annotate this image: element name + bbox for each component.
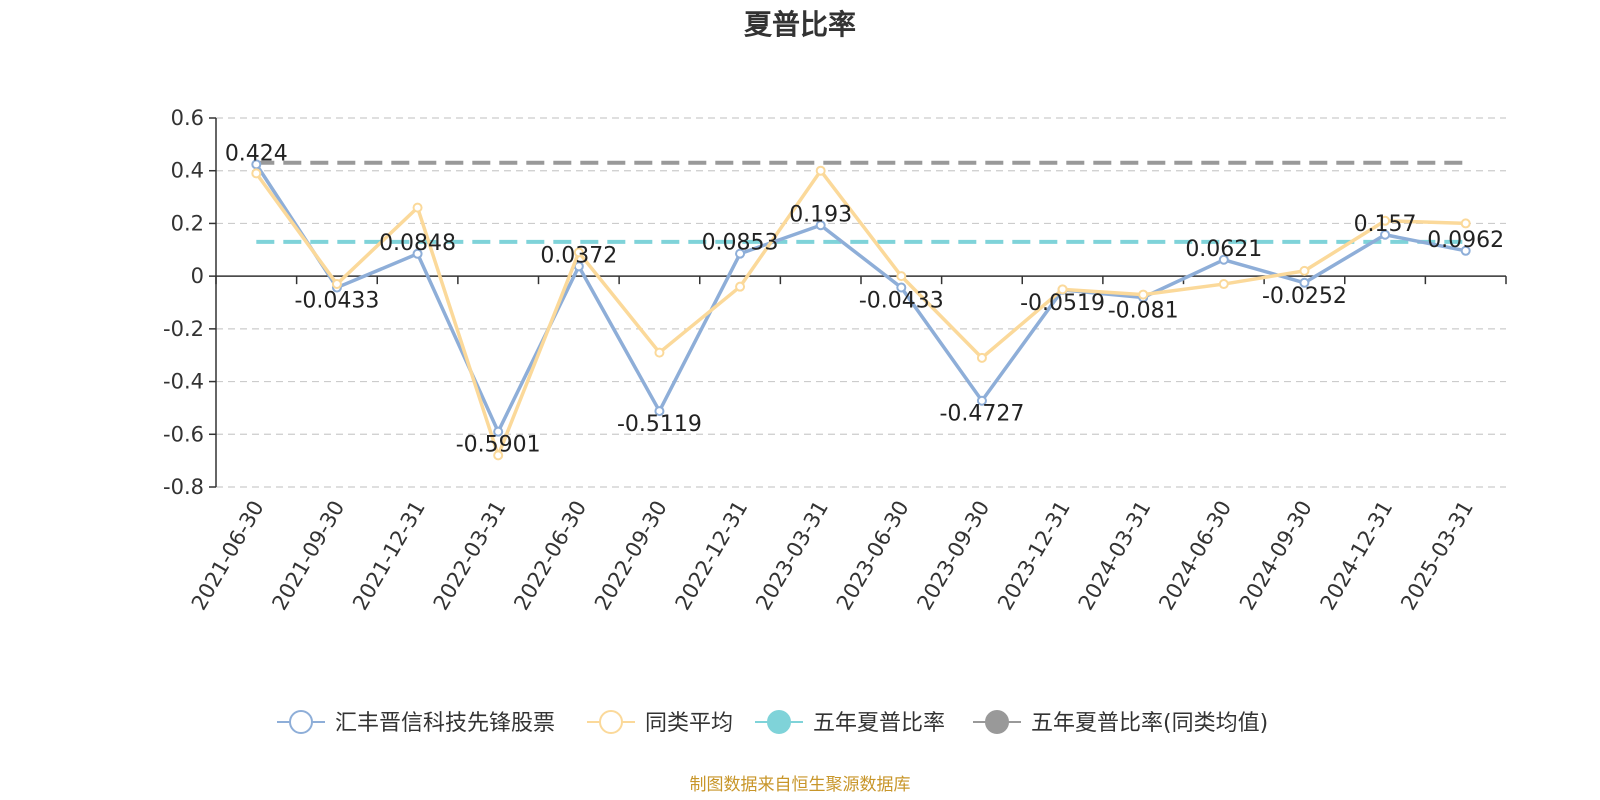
x-tick-label: 2024-06-30 xyxy=(1154,497,1236,615)
reference-lines xyxy=(256,160,1466,244)
legend-item: 同类平均 xyxy=(587,710,733,736)
data-label: 0.0962 xyxy=(1427,228,1504,253)
legend: 汇丰晋信科技先锋股票 同类平均 五年夏普比率 五年夏普比率(同类均值) xyxy=(277,710,1268,736)
y-tick-label: 0.4 xyxy=(171,159,204,183)
x-tick-label: 2023-06-30 xyxy=(832,497,914,615)
data-point xyxy=(493,450,504,461)
data-point xyxy=(412,248,423,259)
legend-item: 五年夏普比率(同类均值) xyxy=(973,710,1268,736)
data-point xyxy=(1138,289,1149,300)
x-tick-label: 2022-03-31 xyxy=(429,497,511,615)
data-point xyxy=(815,165,826,176)
data-point xyxy=(1218,279,1229,290)
source-note: 制图数据来自恒生聚源数据库 xyxy=(690,775,911,795)
data-point xyxy=(654,347,665,358)
x-tick-label: 2022-09-30 xyxy=(590,497,672,615)
legend-label: 同类平均 xyxy=(645,711,733,736)
data-point xyxy=(896,271,907,282)
data-point xyxy=(412,202,423,213)
x-tick-label: 2021-06-30 xyxy=(187,497,269,615)
data-label: 0.0372 xyxy=(540,243,617,268)
y-tick-label: 0.6 xyxy=(171,106,204,130)
data-label: -0.0433 xyxy=(859,289,944,314)
data-label: 0.193 xyxy=(789,202,852,227)
y-axis: 0.6 0.4 0.2 0 -0.2 -0.4 -0.6 -0.8 xyxy=(163,106,217,499)
data-label: 0.0621 xyxy=(1185,237,1262,262)
data-label: -0.4727 xyxy=(939,402,1024,427)
series-line xyxy=(254,163,1467,434)
x-axis: 2021-06-302021-09-302021-12-312022-03-31… xyxy=(187,275,1507,615)
legend-label: 汇丰晋信科技先锋股票 xyxy=(335,711,555,736)
legend-marker xyxy=(985,710,1009,734)
data-label: 0.157 xyxy=(1354,212,1417,237)
x-tick-label: 2021-12-31 xyxy=(348,497,430,615)
data-point xyxy=(573,247,584,258)
data-label: -0.0433 xyxy=(294,289,379,314)
legend-label: 五年夏普比率 xyxy=(813,711,945,736)
data-point xyxy=(1380,229,1391,240)
legend-label: 五年夏普比率(同类均值) xyxy=(1031,711,1268,736)
x-tick-label: 2024-12-31 xyxy=(1316,497,1398,615)
data-point xyxy=(251,168,262,179)
y-tick-label: -0.2 xyxy=(163,317,204,341)
data-point xyxy=(1057,284,1068,295)
data-label: 0.424 xyxy=(225,141,288,166)
legend-marker xyxy=(289,710,313,734)
data-point xyxy=(1218,254,1229,265)
data-point xyxy=(493,426,504,437)
data-point xyxy=(735,281,746,292)
data-label: -0.0519 xyxy=(1020,291,1105,316)
x-tick-label: 2024-09-30 xyxy=(1235,497,1317,615)
data-point xyxy=(1299,277,1310,288)
data-label: -0.5119 xyxy=(617,412,702,437)
data-point xyxy=(976,395,987,406)
grid-lines xyxy=(216,117,1506,488)
x-tick-label: 2023-09-30 xyxy=(912,497,994,615)
y-tick-label: -0.4 xyxy=(163,370,204,394)
data-point xyxy=(815,220,826,231)
data-point xyxy=(976,352,987,363)
data-point xyxy=(896,282,907,293)
y-tick-label: 0 xyxy=(191,264,204,288)
x-tick-label: 2021-09-30 xyxy=(267,497,349,615)
x-tick-label: 2024-03-31 xyxy=(1074,497,1156,615)
data-point xyxy=(331,279,342,290)
data-label: 0.0848 xyxy=(379,231,456,256)
data-label: -0.0252 xyxy=(1262,284,1347,309)
legend-marker xyxy=(767,710,791,734)
chart-title: 夏普比率 xyxy=(744,8,856,41)
y-tick-label: 0.2 xyxy=(171,211,204,235)
legend-marker xyxy=(599,710,623,734)
y-tick-label: -0.8 xyxy=(163,475,204,499)
data-point xyxy=(735,248,746,259)
x-tick-label: 2022-12-31 xyxy=(671,497,753,615)
legend-item: 五年夏普比率 xyxy=(755,710,945,736)
data-point xyxy=(1299,265,1310,276)
data-point xyxy=(1380,215,1391,226)
x-tick-label: 2023-12-31 xyxy=(993,497,1075,615)
data-label: -0.5901 xyxy=(456,433,541,458)
data-labels: 0.424 -0.0433 0.0848 -0.5901 0.0372 -0.5119 0.… xyxy=(225,141,1504,457)
y-tick-label: -0.6 xyxy=(163,422,204,446)
data-point xyxy=(1460,218,1471,229)
data-point xyxy=(654,406,665,417)
data-label: -0.081 xyxy=(1108,298,1179,323)
x-tick-label: 2025-03-31 xyxy=(1396,497,1478,615)
legend-item: 汇丰晋信科技先锋股票 xyxy=(277,710,555,736)
x-tick-label: 2022-06-30 xyxy=(509,497,591,615)
series-line xyxy=(254,168,1466,458)
data-point xyxy=(1460,245,1471,256)
series-group xyxy=(251,159,1471,461)
data-label: 0.0853 xyxy=(702,231,779,256)
x-tick-label: 2023-03-31 xyxy=(751,497,833,615)
